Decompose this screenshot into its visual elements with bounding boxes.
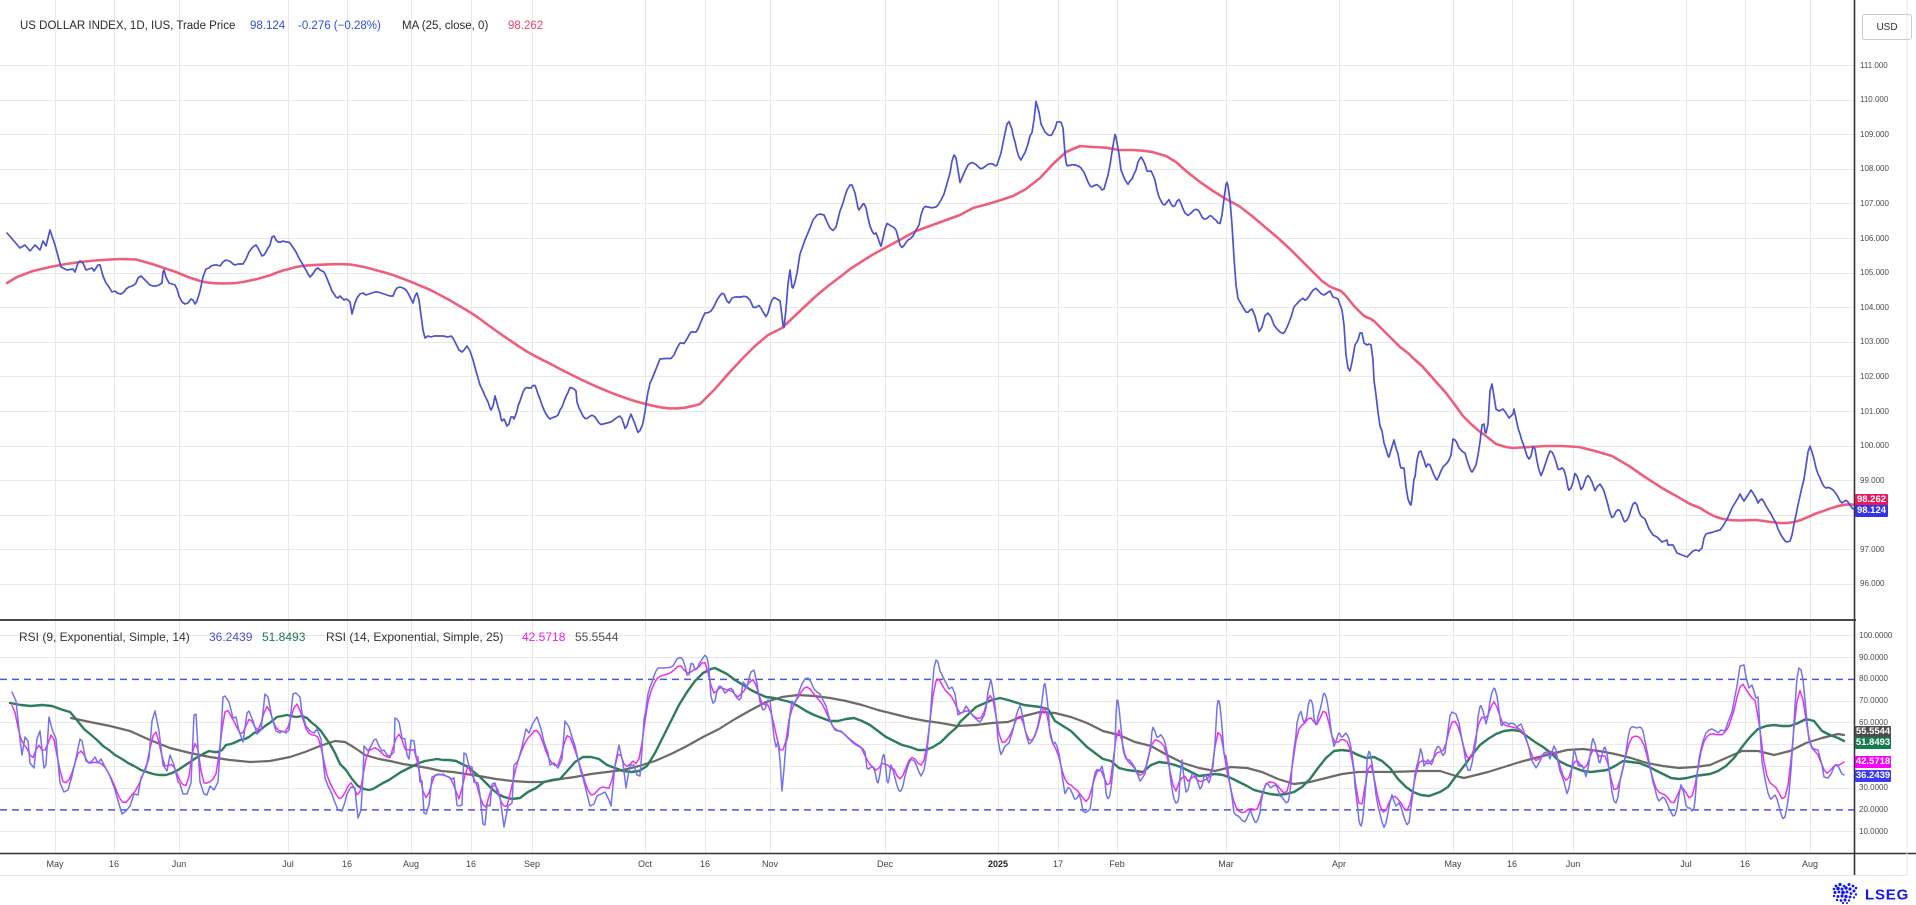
svg-text:LSEG: LSEG [1865,887,1909,904]
